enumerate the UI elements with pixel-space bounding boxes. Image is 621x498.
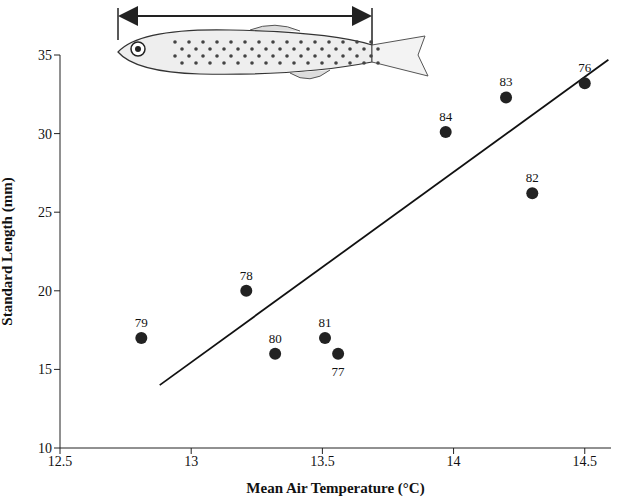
svg-text:81: 81	[319, 315, 332, 330]
svg-text:83: 83	[500, 74, 513, 89]
svg-text:12.5: 12.5	[48, 454, 73, 469]
svg-text:10: 10	[38, 441, 52, 456]
svg-text:80: 80	[269, 331, 282, 346]
svg-text:Standard Length (mm): Standard Length (mm)	[0, 177, 16, 325]
svg-text:13.5: 13.5	[310, 454, 335, 469]
svg-text:25: 25	[38, 205, 52, 220]
svg-text:35: 35	[38, 48, 52, 63]
svg-text:14.5: 14.5	[573, 454, 598, 469]
svg-text:13: 13	[184, 454, 198, 469]
svg-text:15: 15	[38, 362, 52, 377]
svg-text:77: 77	[332, 364, 346, 379]
svg-text:79: 79	[135, 315, 148, 330]
svg-text:Mean Air Temperature (°C): Mean Air Temperature (°C)	[246, 480, 424, 497]
svg-text:76: 76	[578, 60, 592, 75]
svg-text:30: 30	[38, 127, 52, 142]
svg-text:82: 82	[526, 170, 539, 185]
svg-text:20: 20	[38, 284, 52, 299]
svg-text:14: 14	[447, 454, 461, 469]
svg-text:78: 78	[240, 268, 253, 283]
svg-text:84: 84	[439, 109, 453, 124]
